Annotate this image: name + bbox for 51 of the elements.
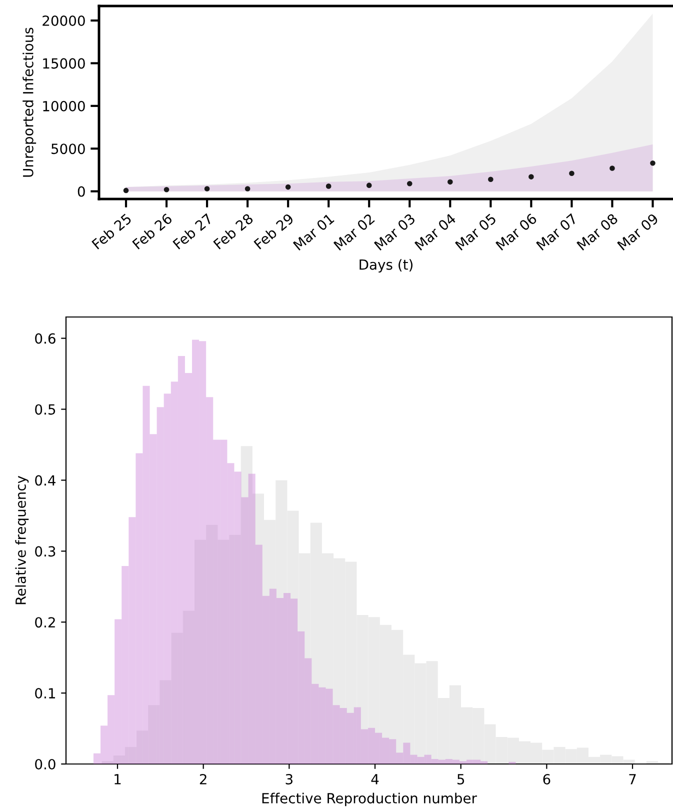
x-tick-label: 4	[371, 774, 379, 784]
x-tick-label: Mar 08	[576, 212, 618, 251]
x-tick-label: Feb 26	[132, 212, 173, 250]
x-tick-label: 6	[543, 774, 550, 784]
point	[569, 170, 574, 176]
y-tick-label: 0.0	[35, 758, 56, 770]
point	[204, 186, 210, 192]
x-tick-label: 3	[286, 774, 292, 784]
point	[285, 184, 291, 190]
x-tick-label: 7	[629, 774, 636, 784]
x-tick-label: Mar 03	[374, 213, 416, 251]
point	[123, 188, 129, 194]
point	[406, 180, 412, 186]
x-tick-label: Mar 07	[536, 213, 578, 251]
x-tick-label: Feb 25	[91, 212, 132, 250]
y-axis-title: Unreported Infectious	[22, 28, 36, 177]
y-tick-label: 10000	[43, 100, 85, 112]
x-tick-label: Mar 02	[333, 213, 375, 251]
y-tick-label: 0.5	[35, 404, 56, 415]
y-tick-label: 20000	[42, 15, 85, 26]
point	[326, 184, 332, 189]
x-axis-title: Effective Reproduction number	[262, 792, 477, 806]
y-tick-label: 0.1	[35, 688, 55, 699]
point	[610, 166, 615, 171]
y-tick-label: 15000	[43, 58, 85, 69]
y-tick-label: 0.3	[35, 546, 56, 557]
x-tick-label: Feb 27	[172, 212, 214, 250]
x-axis-title: Days (t)	[360, 259, 412, 273]
x-tick-label: Feb 29	[253, 212, 294, 250]
y-tick-label: 0	[78, 186, 85, 197]
y-axis-title: Relative frequency	[15, 476, 29, 604]
x-tick-label: Mar 09	[616, 213, 659, 251]
point	[447, 179, 453, 185]
x-tick-label: 5	[458, 774, 464, 784]
y-tick-label: 0.6	[35, 333, 56, 344]
point	[488, 176, 494, 182]
x-tick-label: Mar 06	[495, 212, 538, 251]
point	[164, 186, 170, 192]
x-tick-label: Feb 28	[212, 212, 254, 250]
y-tick-label: 0.2	[35, 617, 55, 628]
point	[366, 182, 372, 188]
point	[244, 186, 250, 192]
x-tick-label: Mar 05	[454, 213, 497, 251]
point	[650, 160, 656, 166]
x-tick-label: Mar 04	[414, 212, 456, 251]
y-tick-label: 0.4	[35, 475, 56, 486]
x-tick-label: 1	[114, 774, 121, 784]
point	[528, 174, 534, 180]
x-tick-label: 2	[200, 774, 206, 784]
y-tick-label: 5000	[52, 144, 85, 154]
x-tick-label: Mar 01	[292, 213, 335, 251]
